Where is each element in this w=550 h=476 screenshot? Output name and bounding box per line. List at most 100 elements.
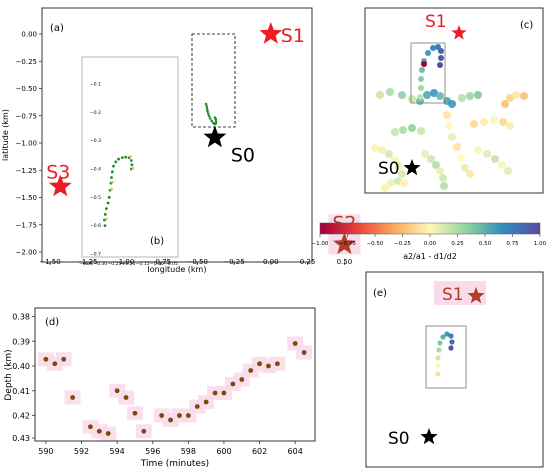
colored-track-point <box>520 92 528 100</box>
track-point <box>214 120 218 123</box>
depth-point <box>266 363 271 369</box>
x-tick-label: 0.00 <box>263 258 279 266</box>
depth-point <box>177 413 182 418</box>
colored-track-point <box>381 184 389 192</box>
panel-c-stars: S1 S0 <box>378 12 467 179</box>
colored-track-point <box>400 179 408 187</box>
hook-track-point <box>448 345 454 351</box>
star-s1 <box>467 287 485 304</box>
colored-track-point <box>480 118 488 126</box>
colored-track-point <box>432 161 440 169</box>
panel-b-y-ticks: −0.1 −0.2 −0.3 −0.4 −0.5 −0.6 −0.7 <box>90 82 101 258</box>
y-tick-label: 0.40 <box>12 362 30 371</box>
colored-track-point <box>421 150 429 158</box>
panel-a-y-label: latitude (km) <box>1 109 10 161</box>
colored-track-point <box>417 127 425 135</box>
x-tick-label: −1.00 <box>113 258 134 266</box>
hook-track-point <box>436 347 442 353</box>
y-tick-label: 0.38 <box>12 313 30 322</box>
hook-track-point <box>438 55 444 61</box>
inset-x-tick-label: −0.25 <box>107 261 121 267</box>
panel-a-stars: S1S0S3S2 <box>46 22 361 255</box>
track-point <box>207 114 211 118</box>
inset-x-tick-label: −0.15 <box>136 261 150 267</box>
colored-track-point <box>391 156 399 164</box>
colorbar-tick-label: −0.50 <box>367 241 384 247</box>
track-point <box>206 112 210 115</box>
star-s0 <box>403 159 421 176</box>
colored-track-point <box>470 120 478 128</box>
panel-d: (d) 590 592 594 596 598 600 602 604 0.38 0.39 0.4… <box>4 307 316 469</box>
track-point <box>214 122 218 125</box>
colorbar-tick-label: 0.50 <box>479 241 492 247</box>
track-point <box>206 109 209 113</box>
track-point <box>205 105 209 108</box>
depth-point <box>212 390 218 396</box>
inset-x-tick-label: −0.10 <box>150 261 164 267</box>
track-point <box>205 107 209 111</box>
colored-track-point <box>466 170 474 178</box>
colored-track-point <box>506 94 514 102</box>
colored-track-point <box>506 122 514 130</box>
inset-y-tick-label: −0.4 <box>90 167 101 173</box>
depth-point <box>123 395 129 400</box>
colored-track-point <box>376 91 384 99</box>
colorbar-tick-label: −1.00 <box>312 241 329 247</box>
colored-track-point <box>398 91 406 99</box>
inset-track-point <box>129 159 133 162</box>
panel-c-zoom-box <box>410 42 446 104</box>
colored-track-point <box>501 100 509 108</box>
panel-d-points <box>37 336 313 441</box>
inset-y-tick-label: −0.3 <box>90 138 101 144</box>
y-tick-label: −2.00 <box>16 249 37 257</box>
colorbar: −1.00 −0.75 −0.50 −0.25 0.00 0.25 0.50 0.75 1.00… <box>312 222 547 261</box>
inset-x-tick-label: −0.20 <box>122 261 136 267</box>
depth-point <box>70 395 76 400</box>
track-point <box>204 102 208 106</box>
inset-track-point <box>114 160 118 164</box>
inset-track-point <box>117 157 120 161</box>
depth-point <box>168 417 173 423</box>
panel-a-y-ticks: 0.00 −0.25 −0.50 −0.75 −1.00 −1.25 −1.50 −1.75 −… <box>16 31 42 257</box>
panel-d-label: (d) <box>45 317 59 328</box>
inset-track-point <box>112 164 115 168</box>
colored-track-point <box>474 91 482 99</box>
colored-track-point <box>443 111 451 119</box>
hook-track-point <box>438 48 444 54</box>
depth-point <box>88 424 93 430</box>
depth-point <box>141 428 147 434</box>
depth-point <box>230 381 236 387</box>
inset-x-tick-label: −0.05 <box>164 261 178 267</box>
hook-track-point <box>435 371 441 377</box>
panel-c-colored-tracks <box>371 44 528 192</box>
inset-highlight-point <box>105 217 108 221</box>
colored-track-point <box>458 94 466 102</box>
colored-track-point <box>448 100 456 108</box>
star-label-s0: S0 <box>378 159 400 179</box>
star-s0 <box>203 125 227 148</box>
panel-d-y-ticks: 0.38 0.39 0.40 0.41 0.42 0.43 <box>12 313 35 443</box>
colored-track-point <box>461 164 469 172</box>
inset-track-point <box>124 155 128 159</box>
colored-track-point <box>457 154 465 162</box>
x-tick-label: 604 <box>288 447 303 456</box>
colored-track-point <box>504 167 512 175</box>
colored-track-point <box>430 89 438 97</box>
depth-point <box>221 390 227 396</box>
panel-d-y-label: Depth (km) <box>4 349 14 400</box>
inset-track-point <box>130 163 134 167</box>
colored-track-point <box>408 124 416 132</box>
x-tick-label: 602 <box>252 447 267 456</box>
colored-track-point <box>395 162 403 170</box>
depth-point <box>274 361 280 367</box>
depth-point <box>114 388 120 394</box>
panel-e-stars: S1 S0 <box>388 281 486 449</box>
x-tick-label: 592 <box>74 447 89 456</box>
depth-point <box>52 361 58 367</box>
y-tick-label: 0.42 <box>12 412 30 421</box>
x-tick-label: 596 <box>145 447 160 456</box>
colorbar-tick-label: −0.75 <box>339 241 356 247</box>
inset-highlight-point <box>110 187 113 191</box>
hook-track-point <box>418 76 424 82</box>
colorbar-gradient <box>319 222 541 235</box>
